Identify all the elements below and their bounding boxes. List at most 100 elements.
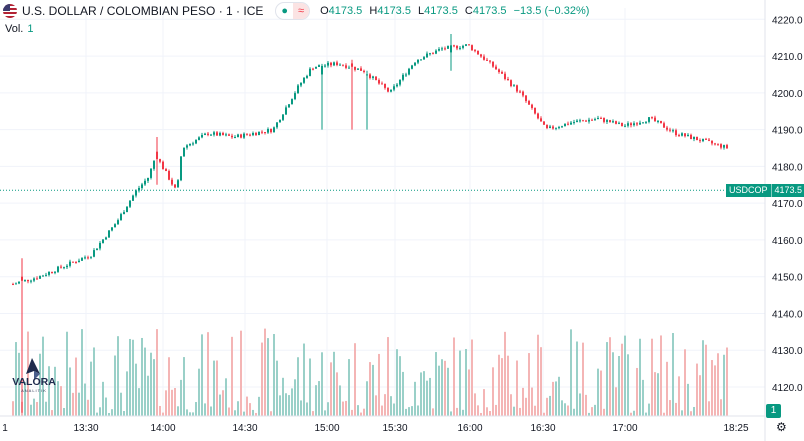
candle-body [135, 190, 137, 196]
volume-bar [609, 337, 611, 416]
candle-body [684, 133, 686, 137]
candle-body [348, 67, 350, 69]
price-tick-label: 4200.0 [772, 89, 803, 100]
volume-bar [465, 348, 467, 416]
volume-bar [543, 412, 545, 416]
volume-bar [642, 379, 644, 416]
candle-body [108, 230, 110, 238]
candle-body [159, 159, 161, 162]
volume-bar [720, 399, 722, 416]
settings-gear-icon[interactable]: ⚙ [776, 420, 787, 434]
candle-body [705, 138, 707, 140]
volume-bar [159, 405, 161, 416]
volume-bar [411, 406, 413, 416]
volume-bar [618, 355, 620, 416]
volume-bar [678, 376, 680, 416]
candle-body [498, 69, 500, 73]
candle-body [207, 133, 209, 135]
candle-body [24, 279, 26, 281]
market-status-dot-icon: ● [281, 5, 289, 17]
candle-body [522, 91, 524, 96]
volume-bar [477, 405, 479, 416]
volume-bar [150, 352, 152, 416]
candle-body [624, 125, 626, 127]
volume-bar [474, 393, 476, 416]
volume-bar [300, 400, 302, 416]
candle-body [285, 107, 287, 115]
volume-bar [39, 353, 41, 416]
volume-bar [360, 412, 362, 416]
volume-bar [330, 362, 332, 416]
volume-bar [378, 353, 380, 416]
candle-body [411, 65, 413, 69]
candle-body [174, 184, 176, 188]
candle-body [447, 45, 449, 49]
candle-body [378, 80, 380, 84]
time-tick-label: 1 [2, 423, 8, 434]
candle-body [273, 127, 275, 133]
candle-body [102, 239, 104, 244]
volume-bar [459, 350, 461, 416]
status-pill[interactable]: ● ≈ [275, 2, 311, 20]
volume-bar [186, 409, 188, 416]
time-tick-label: 13:30 [73, 423, 98, 434]
candle-body [99, 243, 101, 249]
volume-bar [276, 360, 278, 416]
volume-bar [456, 407, 458, 416]
candle-body [396, 84, 398, 87]
volume-bar [672, 332, 674, 416]
change-value: −13.5 (−0.32%) [513, 5, 590, 17]
candle-body [669, 129, 671, 131]
volume-bar [669, 400, 671, 416]
low-value: 4173.5 [424, 5, 458, 17]
price-tick-label: 4210.0 [772, 52, 803, 63]
candle-body [96, 248, 98, 251]
candle-body [30, 280, 32, 282]
candle-body [675, 130, 677, 136]
candle-body [588, 119, 590, 122]
candle-body [582, 120, 584, 122]
candle-body [279, 119, 281, 123]
candle-body [18, 281, 20, 284]
candle-body [531, 104, 533, 108]
candle-body [513, 85, 515, 87]
candle-body [609, 120, 611, 123]
volume-bar [42, 336, 44, 416]
volume-bars [12, 328, 728, 416]
volume-bar [675, 402, 677, 416]
volume-bar [597, 368, 599, 416]
candle-body [615, 121, 617, 124]
symbol-title[interactable]: U.S. DOLLAR / COLOMBIAN PESO · 1 · ICE [22, 4, 264, 18]
volume-bar [552, 381, 554, 416]
volume-bar [432, 408, 434, 416]
volume-bar [15, 342, 17, 416]
volume-bar [402, 371, 404, 416]
volume-bar [717, 353, 719, 416]
volume-bar [576, 341, 578, 416]
volume-bar [198, 368, 200, 416]
candle-body [15, 283, 17, 285]
scale-badge[interactable]: 1 [766, 404, 781, 418]
price-tag-symbol: USDCOP [726, 184, 772, 197]
price-tick-label: 4120.0 [772, 383, 803, 394]
volume-bar [291, 388, 293, 416]
volume-bar [51, 410, 53, 416]
candle-body [594, 119, 596, 121]
candle-body [21, 276, 23, 281]
candle-body [105, 237, 107, 240]
candle-body [153, 160, 155, 169]
candle-body [591, 119, 593, 121]
volume-bar [702, 340, 704, 416]
volume-bar [528, 353, 530, 416]
volume-bar [447, 367, 449, 416]
volume-bar [414, 381, 416, 416]
candle-body [198, 137, 200, 140]
candle-body [696, 136, 698, 141]
candle-body [270, 129, 272, 133]
candle-body [543, 121, 545, 125]
volume-bar [549, 395, 551, 416]
volume-bar [243, 411, 245, 416]
candle-body [183, 147, 185, 157]
volume-bar [636, 367, 638, 416]
